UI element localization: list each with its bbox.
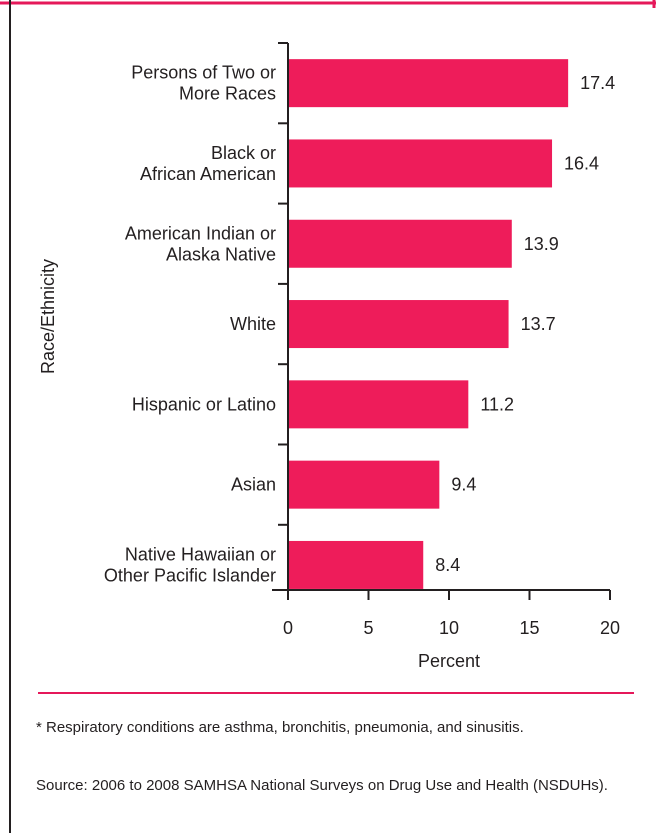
- bar: [289, 380, 469, 429]
- category-label: Black or: [211, 143, 276, 163]
- x-tick-label: 10: [439, 618, 459, 638]
- bar-value-label: 17.4: [580, 73, 615, 93]
- category-label: Other Pacific Islander: [104, 565, 276, 585]
- y-axis-title: Race/Ethnicity: [38, 259, 58, 374]
- category-label: Native Hawaiian or: [125, 544, 276, 564]
- bar: [289, 59, 569, 108]
- bar-value-label: 8.4: [435, 555, 460, 575]
- footnote-note: * Respiratory conditions are asthma, bro…: [36, 719, 524, 736]
- category-label: Persons of Two or: [131, 63, 276, 83]
- category-label: White: [230, 314, 276, 334]
- x-axis-title: Percent: [418, 651, 480, 671]
- bar: [289, 219, 512, 268]
- bar-value-label: 9.4: [451, 475, 476, 495]
- category-label: More Races: [179, 84, 276, 104]
- category-label: Asian: [231, 475, 276, 495]
- bar: [289, 460, 440, 509]
- footnote-source: Source: 2006 to 2008 SAMHSA National Sur…: [36, 777, 608, 794]
- bar: [289, 139, 553, 188]
- bar: [289, 540, 424, 589]
- bar-value-label: 11.2: [480, 394, 514, 414]
- x-tick-label: 20: [600, 618, 620, 638]
- category-label: Hispanic or Latino: [132, 394, 276, 414]
- x-tick-label: 15: [519, 618, 539, 638]
- bar-value-label: 13.9: [524, 234, 559, 254]
- category-label: African American: [140, 164, 276, 184]
- x-tick-label: 0: [283, 618, 293, 638]
- category-label: Alaska Native: [166, 244, 276, 264]
- bar: [289, 300, 509, 349]
- x-tick-label: 5: [363, 618, 373, 638]
- bar-value-label: 16.4: [564, 153, 599, 173]
- bar-value-label: 13.7: [521, 314, 556, 334]
- category-label: American Indian or: [125, 223, 276, 243]
